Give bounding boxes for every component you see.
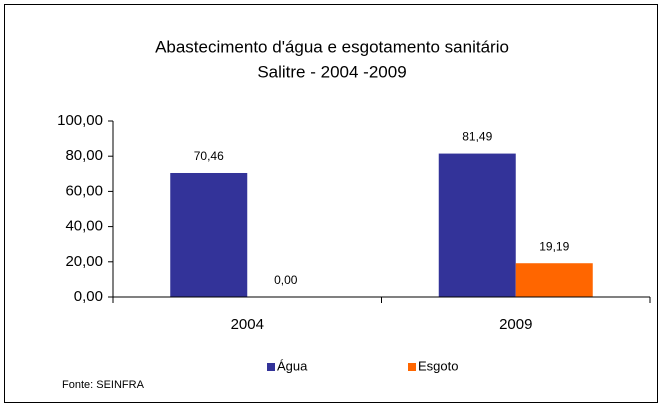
data-label: 0,00	[274, 273, 298, 287]
legend-label: Esgoto	[418, 358, 458, 373]
bar	[438, 153, 516, 297]
x-tick-label: 2004	[231, 316, 264, 333]
y-tick-label: 20,00	[65, 253, 103, 270]
bar	[170, 172, 248, 297]
source-note: Fonte: SEINFRA	[62, 379, 145, 391]
y-tick-label: 100,00	[57, 112, 103, 129]
y-tick-label: 40,00	[65, 218, 103, 235]
data-label: 70,46	[194, 149, 224, 163]
legend-swatch	[267, 363, 275, 371]
data-label: 19,19	[539, 239, 569, 253]
y-tick-label: 80,00	[65, 147, 103, 164]
legend-label: Água	[277, 358, 308, 373]
y-tick-label: 60,00	[65, 182, 103, 199]
x-tick-label: 2009	[499, 316, 532, 333]
chart-subtitle: Salitre - 2004 -2009	[257, 62, 406, 81]
data-label: 81,49	[462, 130, 492, 144]
bar	[515, 263, 593, 297]
legend-swatch	[408, 363, 416, 371]
y-tick-label: 0,00	[74, 288, 103, 305]
chart-title: Abastecimento d'água e esgotamento sanit…	[155, 37, 509, 56]
